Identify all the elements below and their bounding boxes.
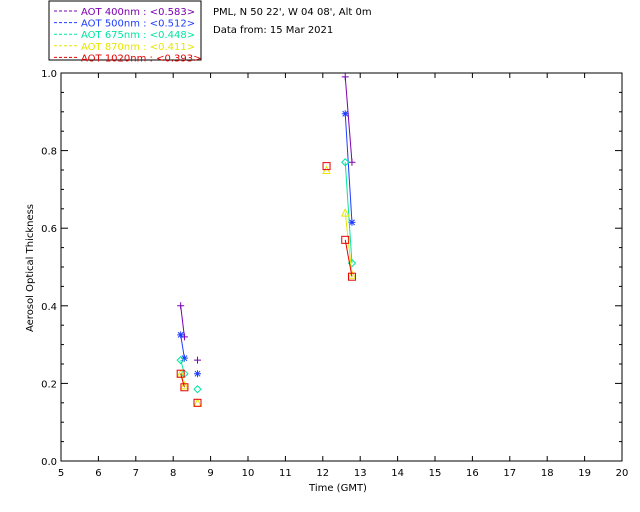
triangle-marker: [180, 380, 189, 390]
series-line-segment: [180, 305, 185, 337]
square-marker: [322, 162, 331, 171]
x-tick-label: 11: [279, 468, 292, 479]
diamond-marker: [176, 355, 185, 365]
site-info: PML, N 50 22', W 04 08', Alt 0m: [213, 7, 372, 18]
x-tick-label: 6: [95, 468, 101, 479]
legend-label: AOT 500nm : <0.512>: [81, 19, 195, 30]
asterisk-marker: [194, 370, 202, 378]
y-tick-label: 0.4: [41, 302, 57, 313]
y-tick-label: 0.8: [41, 147, 57, 158]
y-tick-label: 0.6: [41, 224, 57, 235]
x-tick-label: 13: [354, 468, 367, 479]
x-tick-label: 14: [391, 468, 404, 479]
legend-label: AOT 1020nm : <0.393>: [81, 53, 201, 64]
square-marker: [176, 369, 185, 378]
series-line-segment: [180, 334, 185, 359]
square-marker: [341, 235, 350, 244]
triangle-marker: [347, 270, 357, 279]
x-tick-label: 12: [316, 468, 329, 479]
plus-marker: [177, 302, 185, 310]
x-tick-label: 9: [207, 468, 213, 479]
x-tick-label: 20: [616, 468, 629, 479]
x-tick-label: 19: [578, 468, 591, 479]
asterisk-marker: [180, 354, 188, 362]
asterisk-marker: [348, 218, 356, 226]
series-line-segment: [344, 113, 353, 223]
series-line-segment: [344, 162, 353, 264]
y-tick-label: 0.2: [41, 379, 57, 390]
series-3: [176, 165, 357, 407]
series-2: [176, 158, 357, 394]
x-tick-label: 16: [466, 468, 479, 479]
x-tick-label: 7: [133, 468, 139, 479]
x-tick-label: 10: [242, 468, 255, 479]
x-tick-label: 8: [170, 468, 176, 479]
triangle-marker: [340, 208, 350, 217]
plus-marker: [348, 158, 356, 166]
diamond-marker: [193, 385, 202, 394]
legend: AOT 400nm : <0.583>AOT 500nm : <0.512>AO…: [48, 0, 202, 64]
square-marker: [347, 272, 356, 281]
x-tick-label: 17: [503, 468, 516, 479]
x-tick-label: 5: [58, 468, 64, 479]
plot-axes: 5 6 7 8 9 10 11 12 13 14 15 16 17 18 19 20 0.0 0.2 0.4 0.6 0…: [41, 69, 628, 479]
x-tick-label: 15: [429, 468, 442, 479]
series-4: [176, 162, 356, 407]
asterisk-marker: [177, 331, 185, 339]
triangle-marker: [193, 398, 202, 407]
plus-marker: [341, 73, 349, 81]
series-1: [177, 110, 356, 378]
asterisk-marker: [341, 110, 349, 118]
series-line-segment: [344, 239, 353, 277]
x-tick-label: 18: [541, 468, 554, 479]
square-marker: [180, 383, 189, 392]
series-line-segment: [344, 76, 353, 163]
plus-marker: [194, 356, 202, 364]
legend-label: AOT 400nm : <0.583>: [81, 7, 195, 18]
plot-frame: [60, 72, 623, 462]
y-tick-label: 0.0: [41, 457, 57, 468]
square-marker: [193, 398, 202, 407]
plot-marks: [176, 73, 357, 407]
y-axis-label: Aerosol Optical Thickness: [25, 204, 36, 332]
series-line-segment: [180, 373, 185, 388]
date-info: Data from: 15 Mar 2021: [213, 25, 334, 36]
diamond-marker: [341, 158, 350, 167]
legend-label: AOT 870nm : <0.411>: [81, 42, 195, 53]
x-axis-label: Time (GMT): [308, 483, 367, 494]
legend-label: AOT 675nm : <0.448>: [81, 30, 195, 41]
y-tick-label: 1.0: [41, 69, 57, 80]
series-0: [177, 73, 356, 364]
